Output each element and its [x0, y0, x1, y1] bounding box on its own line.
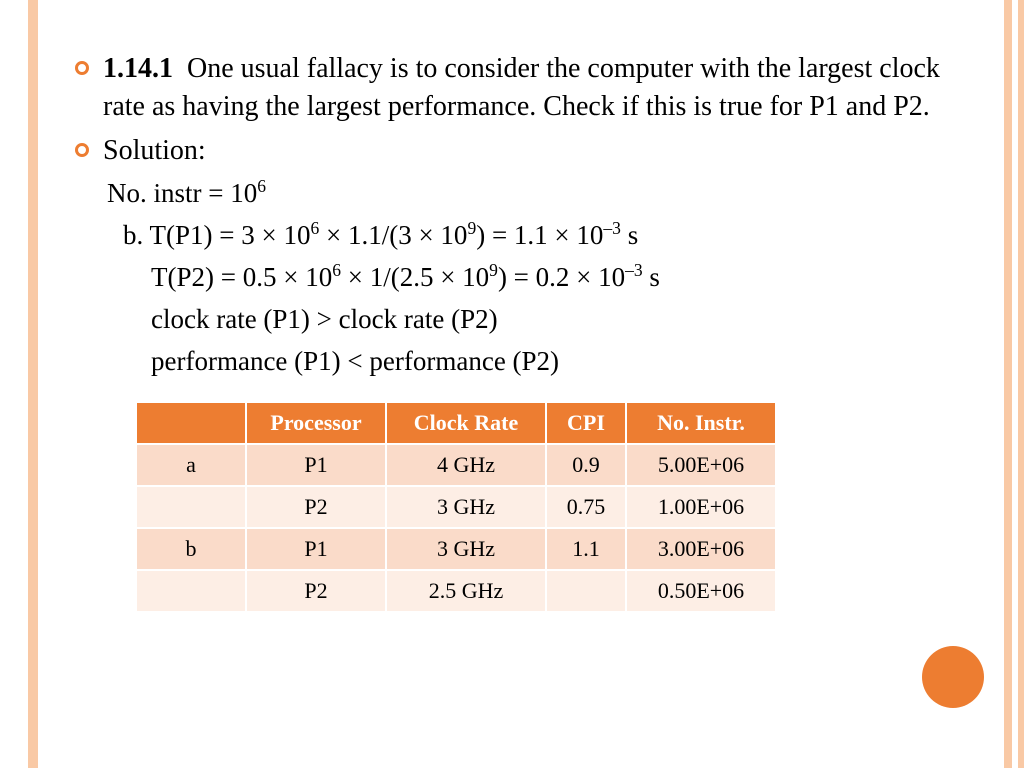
data-table: ProcessorClock RateCPINo. Instr. aP14 GH… — [135, 401, 777, 613]
table-cell: 1.00E+06 — [626, 486, 776, 528]
line-tp2: T(P2) = 0.5 × 106 × 1/(2.5 × 109) = 0.2 … — [151, 257, 955, 299]
table-cell: P2 — [246, 486, 386, 528]
table-cell: 4 GHz — [386, 444, 546, 486]
table-cell: a — [136, 444, 246, 486]
line-instr: No. instr = 106 — [107, 173, 955, 215]
line-perf: performance (P1) < performance (P2) — [151, 341, 955, 383]
table-header: Clock Rate — [386, 402, 546, 444]
table-cell: P1 — [246, 528, 386, 570]
table-cell — [136, 570, 246, 612]
solution-bullet: Solution: — [75, 132, 955, 170]
table-cell: b — [136, 528, 246, 570]
table-cell: P2 — [246, 570, 386, 612]
table-cell — [546, 570, 626, 612]
corner-circle-icon — [922, 646, 984, 708]
table-row: P22.5 GHz 0.50E+06 — [136, 570, 776, 612]
table-header: CPI — [546, 402, 626, 444]
table-header: Processor — [246, 402, 386, 444]
left-border-stripe — [28, 0, 38, 768]
problem-bullet: 1.14.1 One usual fallacy is to consider … — [75, 50, 955, 126]
line-clock: clock rate (P1) > clock rate (P2) — [151, 299, 955, 341]
table-row: P23 GHz0.751.00E+06 — [136, 486, 776, 528]
solution-label: Solution: — [103, 132, 206, 170]
table-header: No. Instr. — [626, 402, 776, 444]
table-cell — [136, 486, 246, 528]
table-cell: 3.00E+06 — [626, 528, 776, 570]
line-tp1: b. T(P1) = 3 × 106 × 1.1/(3 × 109) = 1.1… — [123, 215, 955, 257]
table-cell: 0.50E+06 — [626, 570, 776, 612]
bullet-icon — [75, 61, 89, 75]
problem-body: One usual fallacy is to consider the com… — [103, 53, 940, 122]
table-cell: 0.75 — [546, 486, 626, 528]
table-cell: 3 GHz — [386, 528, 546, 570]
table-cell: 0.9 — [546, 444, 626, 486]
table-cell: 3 GHz — [386, 486, 546, 528]
table-row: bP13 GHz1.13.00E+06 — [136, 528, 776, 570]
table-cell: P1 — [246, 444, 386, 486]
problem-text: 1.14.1 One usual fallacy is to consider … — [103, 50, 955, 126]
bullet-icon — [75, 143, 89, 157]
table-cell: 1.1 — [546, 528, 626, 570]
table-header — [136, 402, 246, 444]
slide-content: 1.14.1 One usual fallacy is to consider … — [75, 50, 955, 613]
problem-number: 1.14.1 — [103, 53, 173, 84]
table-cell: 2.5 GHz — [386, 570, 546, 612]
table-cell: 5.00E+06 — [626, 444, 776, 486]
right-border-stripes — [1004, 0, 1024, 768]
table-row: aP14 GHz0.95.00E+06 — [136, 444, 776, 486]
